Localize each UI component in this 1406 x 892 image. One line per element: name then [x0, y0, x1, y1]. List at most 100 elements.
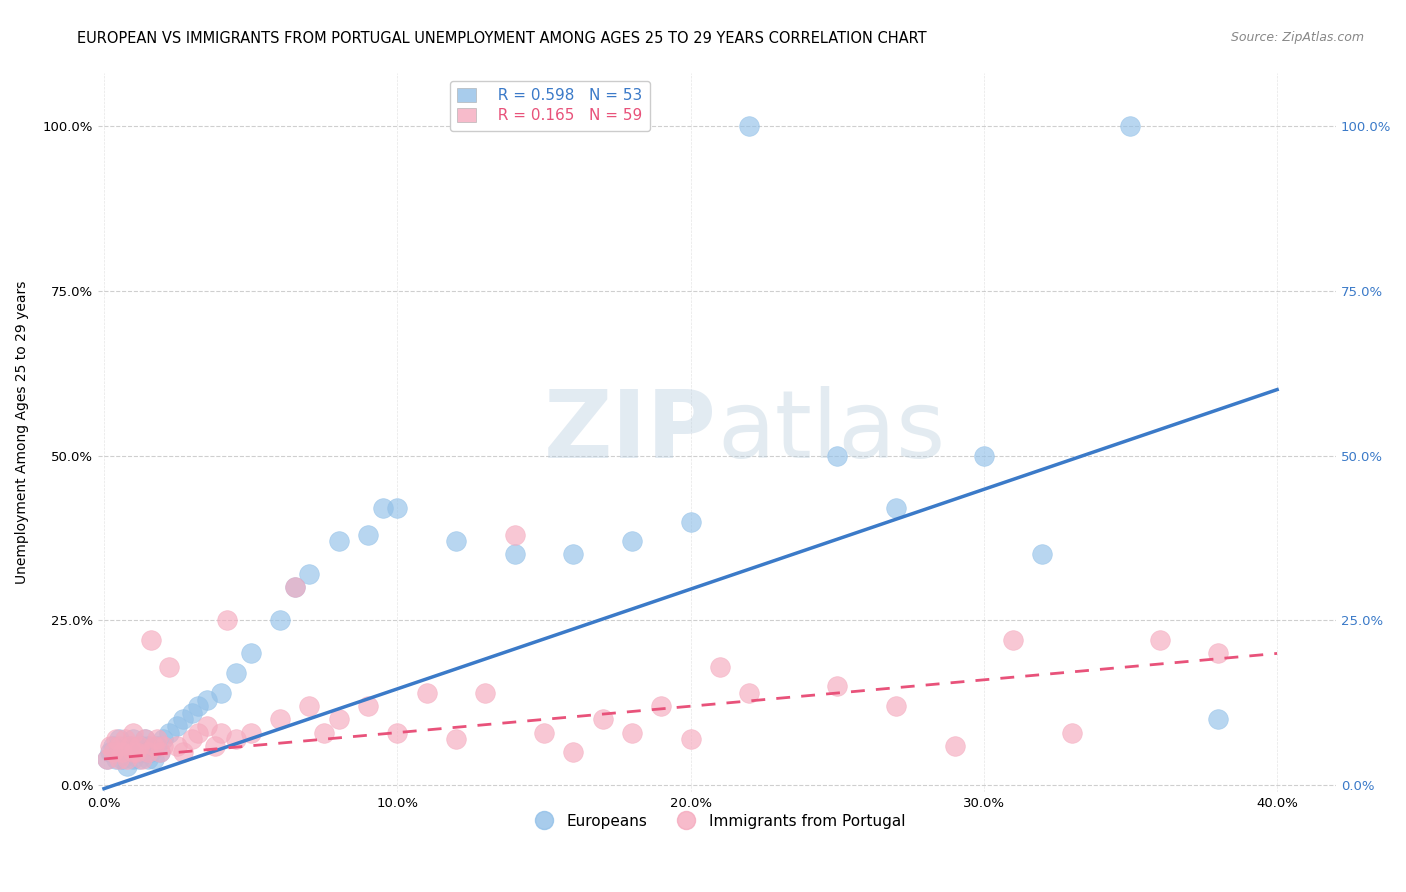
Point: [239, 725, 262, 739]
Point: [157, 659, 180, 673]
Point: [122, 725, 145, 739]
Point: [284, 581, 307, 595]
Point: [104, 752, 127, 766]
Point: [122, 752, 145, 766]
Point: [825, 449, 848, 463]
Point: [125, 745, 148, 759]
Point: [357, 527, 380, 541]
Point: [884, 501, 907, 516]
Point: [1208, 713, 1230, 727]
Point: [114, 739, 136, 753]
Point: [98, 739, 121, 753]
Text: atlas: atlas: [717, 386, 945, 478]
Point: [149, 745, 172, 759]
Point: [131, 745, 153, 759]
Point: [166, 739, 188, 753]
Point: [825, 680, 848, 694]
Point: [122, 732, 145, 747]
Point: [131, 739, 153, 753]
Point: [973, 449, 995, 463]
Text: ZIP: ZIP: [544, 386, 717, 478]
Point: [125, 745, 148, 759]
Point: [592, 713, 614, 727]
Point: [503, 527, 526, 541]
Point: [328, 713, 350, 727]
Point: [269, 713, 291, 727]
Point: [357, 699, 380, 714]
Point: [101, 745, 124, 759]
Point: [172, 745, 194, 759]
Point: [195, 719, 218, 733]
Point: [225, 732, 247, 747]
Point: [110, 745, 132, 759]
Point: [128, 752, 150, 766]
Point: [943, 739, 966, 753]
Point: [1060, 725, 1083, 739]
Point: [101, 739, 124, 753]
Point: [503, 548, 526, 562]
Point: [134, 732, 156, 747]
Point: [738, 686, 761, 700]
Point: [110, 752, 132, 766]
Point: [209, 725, 232, 739]
Point: [117, 758, 139, 772]
Point: [128, 739, 150, 753]
Point: [679, 732, 702, 747]
Point: [562, 548, 585, 562]
Point: [187, 725, 209, 739]
Point: [146, 739, 169, 753]
Point: [225, 666, 247, 681]
Point: [387, 725, 409, 739]
Point: [1149, 633, 1171, 648]
Point: [107, 739, 129, 753]
Point: [139, 745, 162, 759]
Point: [284, 581, 307, 595]
Point: [738, 119, 761, 133]
Point: [312, 725, 335, 739]
Text: Source: ZipAtlas.com: Source: ZipAtlas.com: [1230, 31, 1364, 45]
Point: [181, 732, 204, 747]
Point: [172, 713, 194, 727]
Point: [157, 725, 180, 739]
Point: [117, 752, 139, 766]
Point: [884, 699, 907, 714]
Point: [679, 515, 702, 529]
Point: [107, 752, 129, 766]
Point: [474, 686, 496, 700]
Point: [1031, 548, 1053, 562]
Point: [117, 745, 139, 759]
Point: [122, 745, 145, 759]
Point: [533, 725, 555, 739]
Point: [444, 534, 467, 549]
Point: [1208, 647, 1230, 661]
Point: [120, 739, 142, 753]
Point: [114, 732, 136, 747]
Point: [98, 745, 121, 759]
Point: [187, 699, 209, 714]
Text: EUROPEAN VS IMMIGRANTS FROM PORTUGAL UNEMPLOYMENT AMONG AGES 25 TO 29 YEARS CORR: EUROPEAN VS IMMIGRANTS FROM PORTUGAL UNE…: [77, 31, 927, 46]
Point: [195, 692, 218, 706]
Point: [152, 739, 174, 753]
Point: [387, 501, 409, 516]
Point: [166, 719, 188, 733]
Point: [298, 567, 321, 582]
Point: [1119, 119, 1142, 133]
Point: [142, 752, 165, 766]
Point: [709, 659, 731, 673]
Point: [131, 752, 153, 766]
Point: [209, 686, 232, 700]
Point: [146, 732, 169, 747]
Point: [371, 501, 394, 516]
Point: [142, 739, 165, 753]
Point: [120, 739, 142, 753]
Legend: Europeans, Immigrants from Portugal: Europeans, Immigrants from Portugal: [523, 807, 911, 835]
Point: [136, 739, 159, 753]
Point: [298, 699, 321, 714]
Point: [444, 732, 467, 747]
Point: [620, 725, 643, 739]
Point: [152, 732, 174, 747]
Point: [650, 699, 672, 714]
Point: [562, 745, 585, 759]
Point: [239, 647, 262, 661]
Point: [136, 745, 159, 759]
